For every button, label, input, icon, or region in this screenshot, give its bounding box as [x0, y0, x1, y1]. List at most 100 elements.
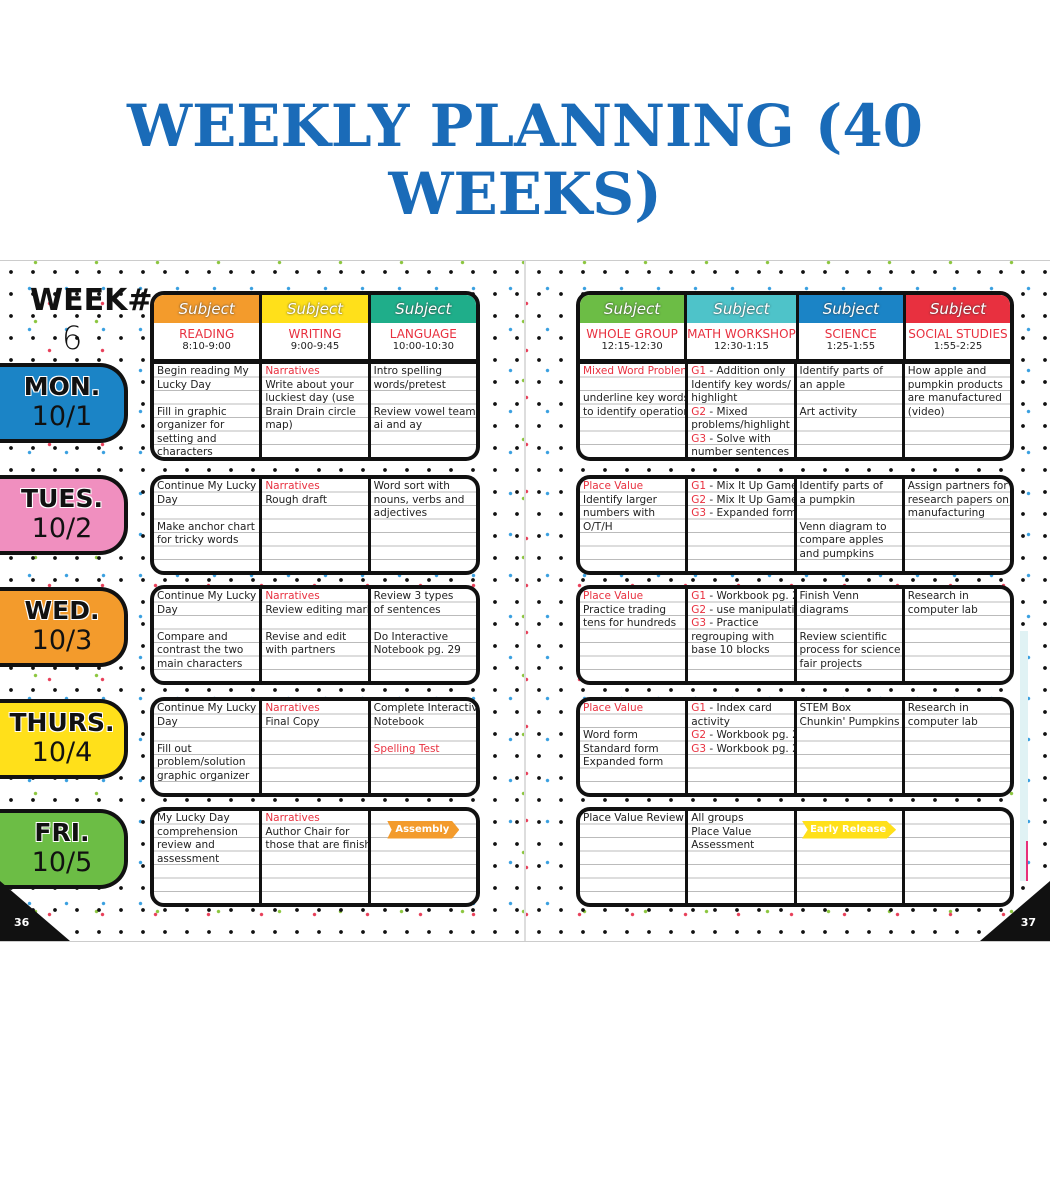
note-line: Author Chair for — [265, 826, 364, 840]
day-tab-fri: FRI. 10/5 — [0, 809, 128, 889]
note-text: Narratives — [265, 812, 320, 824]
note-text: pumpkin products — [907, 378, 1003, 391]
plan-cell[interactable]: All groups Place Value Assessment — [688, 811, 797, 903]
blank-line — [583, 379, 682, 393]
subject-time: 10:00-10:30 — [392, 341, 454, 352]
subject-name: WHOLE GROUP — [586, 327, 678, 341]
note-line: computer lab — [908, 716, 1007, 730]
note-text: Narratives — [265, 480, 320, 492]
plan-cell[interactable]: Mixed Word Problems underline key words to… — [580, 364, 689, 457]
note-text: setting and — [157, 432, 217, 445]
plan-cell[interactable]: Place Value Review — [580, 811, 689, 903]
blank-line — [157, 617, 256, 631]
plan-cell[interactable]: Narratives Author Chair for those that are… — [262, 811, 371, 903]
day-name: MON. — [23, 372, 101, 401]
blank-line — [800, 392, 899, 406]
note-text: Standard form — [583, 742, 659, 755]
subject-column-header: Subject MATH WORKSHOP 12:30-1:15 — [687, 295, 799, 359]
plan-cell[interactable]: My Lucky Day comprehension review and asses… — [154, 811, 263, 903]
note-text: Author Chair for — [265, 825, 350, 838]
note-text: Review scientific — [799, 630, 888, 643]
day-tab-thurs: THURS. 10/4 — [0, 699, 128, 779]
subject-time: 1:55-2:25 — [933, 341, 983, 352]
day-row-tues: Continue My Lucky Day Make anchor chart for… — [150, 475, 480, 575]
plan-cell[interactable]: Place Value Word form Standard form Expande… — [580, 701, 689, 793]
note-text: O/T/H — [583, 520, 613, 533]
page-number-left: 36 — [14, 916, 30, 929]
week-number: 6 — [62, 319, 83, 357]
note-line: computer lab — [908, 604, 1007, 618]
note-line: are manufactured — [908, 392, 1007, 406]
plan-cell[interactable]: Continue My Lucky Day Make anchor chart for… — [154, 479, 263, 571]
blank-line — [800, 617, 899, 631]
subject-column-header: Subject WHOLE GROUP 12:15-12:30 — [580, 295, 688, 359]
note-text: How apple and — [907, 365, 987, 377]
plan-cell[interactable]: Review 3 types of sentences Do Interactive… — [370, 589, 476, 681]
plan-cell[interactable]: Identify parts of an apple Art activity — [796, 364, 905, 457]
plan-cell[interactable]: G1 - Mix It Up Game G2 - Mix It Up Game G3… — [688, 479, 797, 571]
note-text: Expanded form — [583, 756, 664, 768]
note-line: G3 - Practice — [691, 617, 790, 631]
plan-cell[interactable]: STEM Box Chunkin' Pumpkins — [796, 701, 905, 793]
note-text: to identify operations — [583, 405, 689, 418]
plan-cell[interactable]: Begin reading My Lucky Day Fill in graphic… — [154, 364, 263, 457]
subject-name: MATH WORKSHOP — [687, 327, 796, 341]
note-line: map) — [265, 419, 364, 433]
plan-cell[interactable]: Place Value Identify larger numbers with O/… — [580, 479, 689, 571]
plan-cell[interactable]: Identify parts of a pumpkin Venn diagram t… — [796, 479, 905, 571]
plan-cell[interactable]: Word sort with nouns, verbs and adjectives — [370, 479, 476, 571]
note-line: Finish Venn — [800, 590, 899, 604]
note-text: and pumpkins — [799, 547, 874, 560]
page-corner — [980, 881, 1050, 941]
note-text: Venn diagram to — [799, 520, 887, 533]
note-text: Notebook — [373, 715, 425, 728]
note-text: Compare and — [157, 630, 228, 643]
note-text: a pumpkin — [799, 493, 856, 506]
note-text: graphic organizer — [157, 769, 250, 782]
plan-cell[interactable]: Finish Venn diagrams Review scientific proc… — [796, 589, 905, 681]
plan-cell[interactable]: G1 - Index card activity G2 - Workbook pg.… — [688, 701, 797, 793]
note-line: review and — [157, 839, 256, 853]
plan-cell[interactable]: Early Release — [796, 811, 905, 903]
plan-cell[interactable]: Intro spelling words/pretest Review vowel … — [370, 364, 476, 457]
plan-cell[interactable]: Narratives Final Copy — [262, 701, 371, 793]
note-text: Notebook pg. 29 — [373, 644, 461, 656]
plan-cell[interactable]: Narratives Rough draft — [262, 479, 371, 571]
note-text: compare apples — [799, 534, 884, 546]
note-line: How apple and — [908, 365, 1007, 379]
plan-cell[interactable]: Continue My Lucky Day Fill out problem/solu… — [154, 701, 263, 793]
note-text: - Workbook pg. 27 — [706, 590, 797, 602]
note-line: Narratives — [265, 702, 364, 716]
plan-cell[interactable]: G1 - Addition only Identify key words/hig… — [688, 364, 797, 457]
note-text: All groups — [691, 812, 744, 824]
note-text: Assign partners for — [907, 480, 1008, 492]
note-line: problem/solution — [157, 756, 256, 770]
note-text: fair projects — [799, 657, 863, 670]
note-text: Practice trading — [583, 603, 667, 616]
note-line: G3 - Expanded form — [691, 507, 793, 521]
note-line: organizer for — [157, 419, 256, 433]
note-text: Review editing marks! — [265, 603, 367, 616]
plan-cell[interactable]: How apple and pumpkin products are manufac… — [904, 364, 1010, 457]
plan-cell[interactable]: Place Value Practice trading tens for hund… — [580, 589, 689, 681]
plan-cell[interactable]: Complete Interactive Notebook Spelling Tes… — [370, 701, 476, 793]
group-label: G2 — [691, 603, 707, 616]
plan-cell[interactable]: Assign partners for research papers on man… — [904, 479, 1010, 571]
subject-time: 12:15-12:30 — [601, 341, 663, 352]
plan-cell[interactable]: Assembly — [370, 811, 476, 903]
plan-cell[interactable]: Research in computer lab — [904, 589, 1010, 681]
note-text: with partners — [265, 644, 336, 656]
plan-cell[interactable]: Research in computer lab — [904, 701, 1010, 793]
note-line: Fill in graphic — [157, 406, 256, 420]
note-line: Narratives — [265, 590, 364, 604]
subject-time: 8:10-9:00 — [182, 341, 231, 352]
note-line: Revise and edit — [265, 631, 364, 645]
plan-cell[interactable]: Narratives Write about your luckiest day (… — [262, 364, 371, 457]
plan-cell[interactable]: Continue My Lucky Day Compare and contrast … — [154, 589, 263, 681]
day-tab-wed: WED. 10/3 — [0, 587, 128, 667]
group-label: G3 — [691, 507, 707, 519]
note-text: Identify parts of — [799, 365, 883, 377]
note-text: Write about your — [265, 378, 354, 391]
